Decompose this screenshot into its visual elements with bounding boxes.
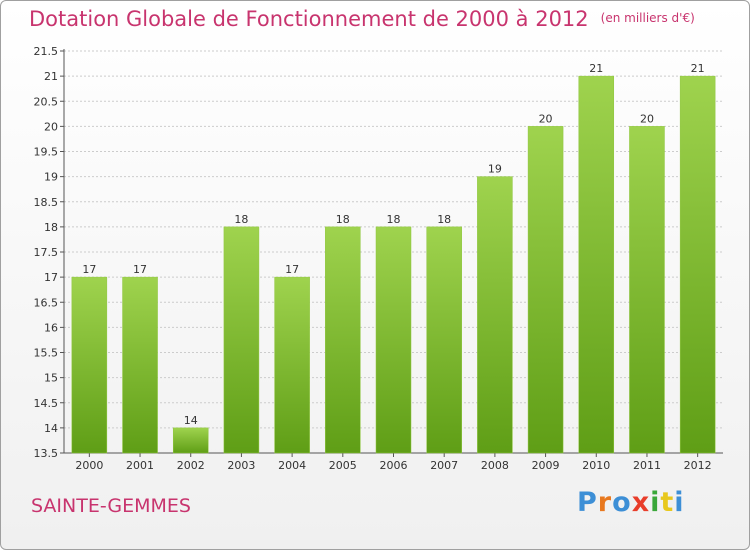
data-label: 18 bbox=[336, 213, 350, 226]
proxiti-logo[interactable]: Proxiti bbox=[577, 487, 685, 518]
y-tick-label: 16.5 bbox=[34, 296, 59, 309]
y-tick-label: 21 bbox=[44, 70, 58, 83]
y-tick-label: 18.5 bbox=[34, 196, 59, 209]
x-tick-label: 2002 bbox=[177, 459, 205, 472]
bar bbox=[325, 226, 361, 454]
data-label: 17 bbox=[285, 263, 299, 276]
data-label: 19 bbox=[488, 163, 502, 176]
town-name: SAINTE-GEMMES bbox=[31, 495, 191, 517]
logo-letter: r bbox=[597, 487, 613, 518]
x-tick-label: 2003 bbox=[227, 459, 255, 472]
unit-note: (en milliers d'€) bbox=[600, 11, 695, 25]
y-tick-label: 13.5 bbox=[34, 447, 59, 460]
y-tick-label: 19.5 bbox=[34, 146, 59, 159]
bar bbox=[223, 226, 260, 454]
bar-layer bbox=[71, 75, 716, 454]
data-label: 17 bbox=[82, 263, 96, 276]
data-label: 18 bbox=[234, 213, 248, 226]
data-label: 14 bbox=[184, 414, 198, 427]
x-tick-label: 2010 bbox=[582, 459, 610, 472]
y-tick-label: 14.5 bbox=[34, 397, 59, 410]
logo-letter: i bbox=[674, 487, 685, 518]
bar bbox=[122, 276, 158, 454]
x-tick-label: 2011 bbox=[633, 459, 661, 472]
bar bbox=[274, 276, 310, 454]
bar bbox=[172, 427, 209, 454]
y-tick-label: 20.5 bbox=[34, 95, 59, 108]
data-label: 21 bbox=[589, 62, 603, 75]
bar bbox=[477, 176, 513, 454]
data-label: 20 bbox=[640, 112, 654, 125]
x-tick-label: 2009 bbox=[532, 459, 560, 472]
data-label: 20 bbox=[539, 112, 553, 125]
x-tick-label: 2008 bbox=[481, 459, 509, 472]
bar bbox=[578, 75, 615, 454]
data-label: 21 bbox=[691, 62, 705, 75]
logo-letter: i bbox=[650, 487, 661, 518]
x-tick-label: 2012 bbox=[684, 459, 712, 472]
logo-letter: o bbox=[612, 487, 632, 518]
bar bbox=[426, 226, 462, 454]
label-layer: 17 17 14 18 17 18 18 18 19 20 21 20 21 bbox=[82, 62, 704, 427]
bar bbox=[527, 126, 564, 454]
bar bbox=[679, 75, 716, 454]
data-label: 17 bbox=[133, 263, 147, 276]
y-tick-label: 15 bbox=[44, 372, 58, 385]
logo-letter: x bbox=[631, 487, 651, 518]
x-tick-label: 2001 bbox=[126, 459, 154, 472]
x-tick-label: 2005 bbox=[329, 459, 357, 472]
data-label: 18 bbox=[437, 213, 451, 226]
y-tick-label: 18 bbox=[44, 221, 58, 234]
chart-title: Dotation Globale de Fonctionnement de 20… bbox=[29, 7, 695, 31]
y-tick-label: 14 bbox=[44, 422, 58, 435]
data-label: 18 bbox=[387, 213, 401, 226]
y-tick-label: 21.5 bbox=[34, 45, 59, 58]
y-tick-label: 20 bbox=[44, 120, 58, 133]
bar bbox=[375, 226, 412, 454]
y-tick-label: 16 bbox=[44, 321, 58, 334]
y-tick-label: 17.5 bbox=[34, 246, 59, 259]
y-tick-label: 15.5 bbox=[34, 347, 59, 360]
x-tick-label: 2007 bbox=[430, 459, 458, 472]
bar bbox=[71, 276, 108, 454]
logo-letter: t bbox=[660, 487, 675, 518]
x-tick-label: 2000 bbox=[75, 459, 103, 472]
logo-letter: P bbox=[577, 487, 598, 518]
y-tick-label: 17 bbox=[44, 271, 58, 284]
bar bbox=[629, 126, 665, 454]
x-tick-label: 2006 bbox=[380, 459, 408, 472]
x-tick-label: 2004 bbox=[278, 459, 306, 472]
y-tick-label: 19 bbox=[44, 171, 58, 184]
